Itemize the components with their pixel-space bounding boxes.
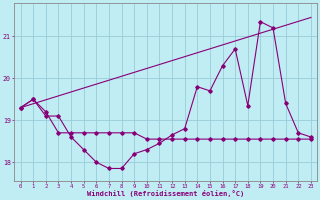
X-axis label: Windchill (Refroidissement éolien,°C): Windchill (Refroidissement éolien,°C) [87, 190, 244, 197]
